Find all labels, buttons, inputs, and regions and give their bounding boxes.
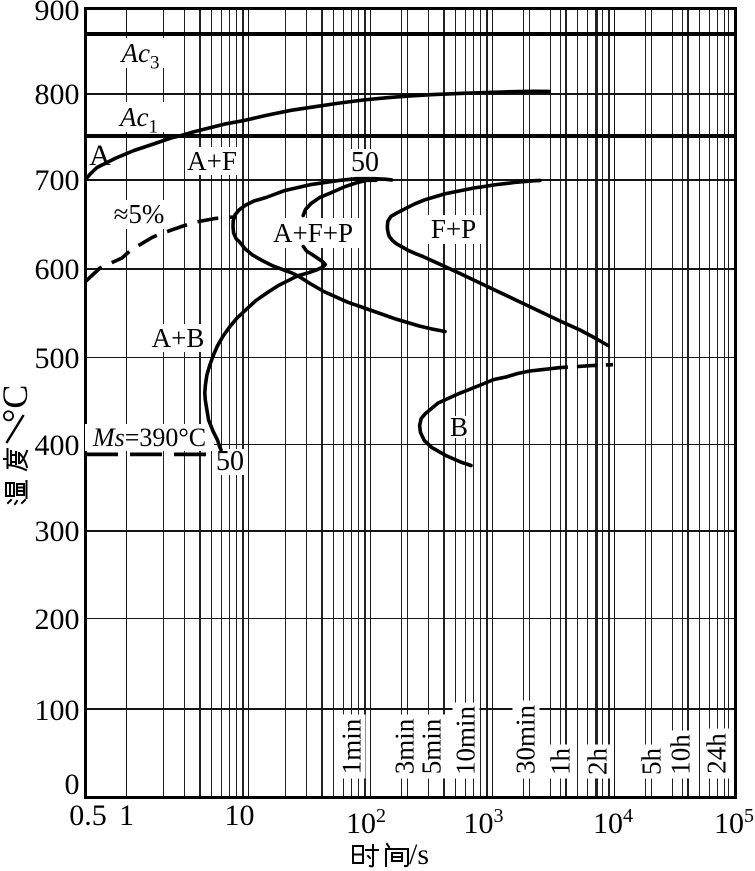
svg-text:°C: °C [0,385,35,423]
